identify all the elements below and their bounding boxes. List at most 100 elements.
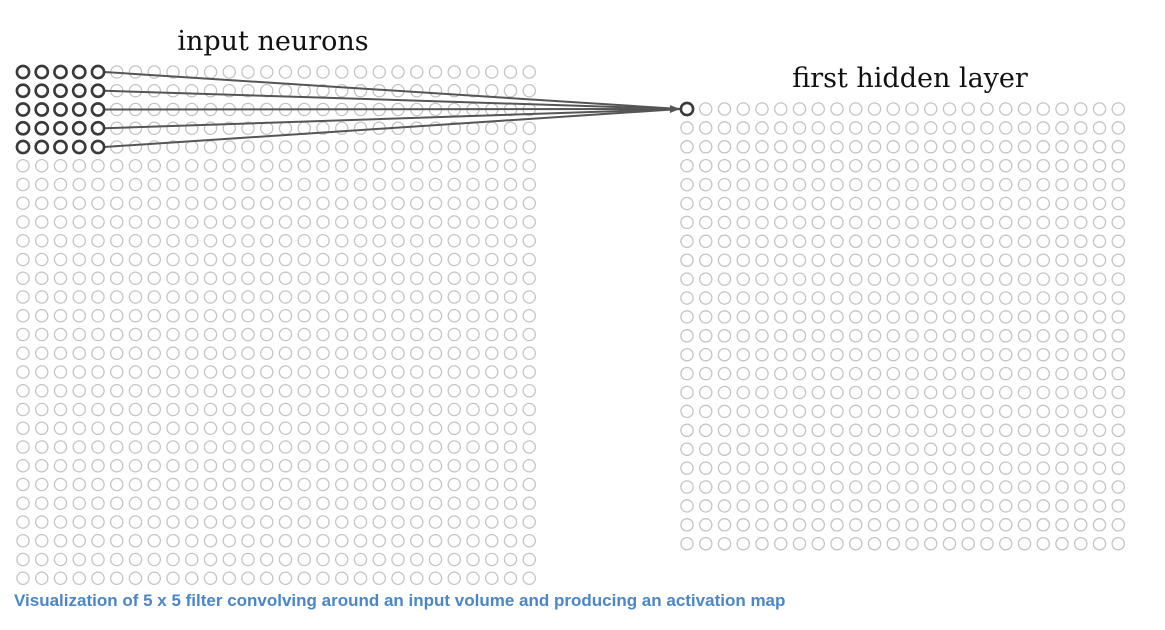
hidden-neuron (1036, 234, 1051, 249)
input-neuron (391, 383, 405, 398)
input-neuron (372, 271, 386, 285)
hidden-neuron (1017, 518, 1032, 532)
input-neuron (35, 215, 49, 229)
hidden-neuron (961, 347, 976, 362)
input-neuron (91, 365, 105, 379)
input-neuron (110, 477, 124, 492)
input-neuron (241, 515, 255, 529)
input-neuron-grid (16, 65, 537, 586)
input-neuron (147, 515, 161, 529)
input-neuron (372, 346, 386, 360)
hidden-neuron (1111, 158, 1126, 173)
input-neuron (391, 496, 405, 510)
input-neuron (147, 121, 161, 136)
hidden-neuron (999, 158, 1013, 173)
input-neuron (203, 383, 218, 398)
hidden-neuron (942, 291, 957, 305)
active-input-neuron (15, 102, 31, 117)
hidden-neuron (867, 329, 882, 343)
input-neuron (222, 421, 236, 435)
hidden-neuron (942, 329, 957, 343)
hidden-neuron (924, 234, 938, 249)
hidden-neuron (980, 121, 994, 135)
hidden-neuron (961, 385, 976, 400)
input-neuron (222, 158, 236, 173)
input-neuron (372, 252, 386, 267)
connection-line (104, 89, 680, 110)
active-input-neuron (71, 139, 87, 155)
hidden-neuron (999, 234, 1013, 249)
hidden-neuron (849, 329, 863, 343)
input-neuron (35, 346, 49, 360)
input-neuron (466, 327, 480, 342)
input-neuron (91, 477, 105, 492)
hidden-neuron (1036, 499, 1051, 513)
hidden-neuron (1017, 366, 1032, 381)
input-neuron (184, 383, 199, 398)
input-neuron (147, 421, 161, 435)
input-neuron (72, 177, 87, 192)
hidden-neuron (1092, 253, 1107, 267)
input-neuron (466, 65, 480, 79)
input-neuron (222, 477, 236, 492)
input-neuron (353, 440, 368, 454)
input-neuron (353, 402, 368, 417)
input-neuron (466, 477, 480, 492)
input-neuron (466, 421, 480, 435)
hidden-neuron (924, 102, 938, 116)
hidden-neuron (980, 518, 994, 532)
input-neuron (353, 158, 368, 173)
input-neuron (391, 65, 405, 79)
hidden-neuron (792, 536, 807, 551)
input-neuron (53, 215, 68, 229)
input-neuron (503, 496, 518, 510)
input-neuron (147, 84, 161, 98)
input-neuron (278, 421, 293, 435)
input-neuron (222, 121, 236, 136)
input-neuron (16, 196, 30, 210)
hidden-neuron (811, 385, 826, 400)
hidden-neuron (980, 310, 994, 324)
hidden-neuron (699, 518, 713, 532)
input-neuron (241, 534, 255, 548)
input-neuron (278, 552, 293, 567)
hidden-neuron (1055, 310, 1069, 324)
input-neuron (147, 140, 161, 154)
hidden-neuron (849, 158, 863, 173)
hidden-neuron (980, 291, 994, 305)
input-neuron (53, 158, 68, 173)
input-neuron (128, 477, 143, 492)
input-neuron (16, 177, 30, 192)
input-neuron (391, 215, 405, 229)
hidden-neuron (830, 121, 844, 135)
hidden-neuron (774, 102, 788, 116)
input-neuron (466, 233, 480, 248)
input-neuron (35, 158, 49, 173)
hidden-neuron (774, 480, 788, 494)
hidden-neuron (1017, 215, 1032, 230)
hidden-neuron (680, 518, 694, 532)
hidden-neuron (980, 272, 994, 286)
input-neuron (222, 383, 236, 398)
input-neuron (522, 177, 537, 192)
input-neuron (91, 440, 105, 454)
input-neuron (447, 215, 461, 229)
input-neuron (409, 440, 424, 454)
input-neuron (484, 233, 499, 248)
hidden-neuron (792, 329, 807, 343)
hidden-neuron (999, 442, 1013, 456)
input-neuron (166, 496, 180, 510)
hidden-neuron (1017, 404, 1032, 419)
input-neuron (428, 65, 443, 79)
hidden-neuron (942, 442, 957, 456)
input-neuron (110, 552, 124, 567)
input-neuron (522, 140, 537, 154)
hidden-neuron (774, 272, 788, 286)
input-neuron (466, 402, 480, 417)
hidden-neuron (1036, 442, 1051, 456)
input-neuron (278, 571, 293, 586)
hidden-neuron (811, 215, 826, 230)
hidden-neuron (1111, 329, 1126, 343)
hidden-neuron (680, 442, 694, 456)
hidden-neuron (774, 234, 788, 249)
